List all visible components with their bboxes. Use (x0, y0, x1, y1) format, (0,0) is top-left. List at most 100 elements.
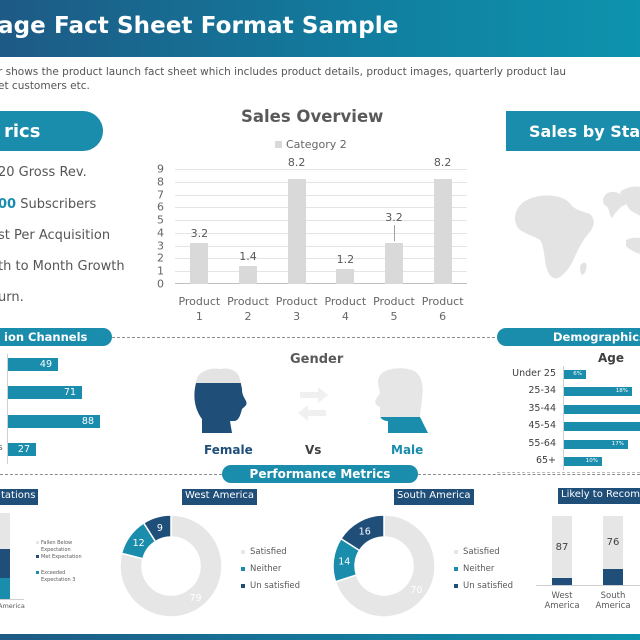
legend-neither: Neither (241, 561, 300, 578)
donut-value-label: 9 (157, 523, 163, 534)
male-head-icon (375, 368, 429, 433)
channel-bar: 71 (8, 386, 82, 399)
recommend-bar-fill (552, 578, 572, 585)
x-tick-label: Product 5 (373, 295, 415, 323)
female-label: Female (204, 443, 253, 457)
stack-baseline (0, 599, 24, 600)
stack-met (0, 549, 10, 578)
legend-swatch-icon (36, 571, 39, 574)
label-line: America (595, 601, 631, 611)
y-tick-label: 3 (157, 239, 164, 253)
gridline (175, 232, 467, 234)
legend-swatch-icon (36, 555, 39, 558)
legend-satisfied: Satisfied (241, 544, 300, 561)
y-tick-label: 1 (157, 264, 164, 278)
age-bar: 23 (564, 422, 640, 432)
south-america-legend: Satisfied Neither Un satisfied (454, 544, 513, 595)
divider-line (0, 474, 222, 475)
divider-line (497, 472, 640, 473)
y-tick-label: 2 (157, 251, 164, 265)
legend-label: Satisfied (250, 547, 287, 557)
channels-axis (7, 354, 8, 464)
donut-value-label: 16 (359, 526, 371, 537)
metric-cost-per-acquisition: st Per Acquisition (0, 228, 110, 243)
legend-unsatisfied: Un satisfied (241, 578, 300, 595)
legend-swatch-icon (454, 583, 458, 588)
legend-label: Met Expectation (41, 554, 82, 560)
x-tick-label: Product 2 (227, 295, 269, 323)
legend-swatch-icon (36, 541, 39, 544)
recommend-label-west: West America (540, 591, 584, 611)
donut-value-label: 14 (338, 556, 350, 567)
bar-value-label: 3.2 (190, 227, 209, 241)
legend-met: Met Expectation (36, 554, 82, 561)
legend-swatch-icon (241, 549, 245, 554)
bar-value-label: 8.2 (287, 156, 306, 169)
expectations-tag: tations (0, 489, 39, 505)
legend-swatch-icon (241, 566, 245, 571)
legend-label: Neither (250, 564, 282, 574)
donut-value-label: 79 (189, 593, 201, 604)
south-america-donut: 70 14 16 (332, 514, 436, 618)
sales-overview-title: Sales Overview (241, 107, 384, 126)
footer-bar (0, 634, 640, 640)
west-america-donut: 79 12 9 (119, 514, 223, 618)
y-tick-label: 6 (157, 200, 164, 214)
gridline (175, 271, 467, 273)
bar-value-label: 1.2 (336, 252, 355, 266)
age-label: 35-44 (528, 402, 556, 414)
sales-bar (239, 266, 257, 284)
y-tick-label: 5 (157, 213, 164, 227)
legend-label: Fallen Below (41, 540, 73, 546)
label-line: West (551, 591, 573, 601)
y-tick-label: 8 (157, 175, 164, 189)
donut-value-label: 70 (410, 585, 422, 596)
age-bar: 18% (564, 387, 632, 397)
y-tick-label: 9 (157, 162, 164, 176)
legend-swatch-icon (275, 141, 282, 148)
label-line: South (600, 591, 626, 601)
sales-bar (336, 268, 355, 284)
age-bar: 10% (564, 457, 602, 466)
bar-value-label: 3.2 (385, 211, 403, 225)
recommend-bar-west (552, 516, 572, 585)
sales-bar (287, 179, 306, 284)
y-tick-label: 0 (157, 277, 164, 291)
x-tick-label: Product 4 (324, 295, 367, 323)
demographics-pill: Demographics (497, 328, 640, 346)
bar-value-label: 8.2 (433, 156, 452, 169)
gridline (175, 258, 467, 260)
gridline (175, 207, 467, 209)
legend-satisfied: Satisfied (454, 544, 513, 561)
age-label: 25-34 (528, 385, 556, 397)
donut-slice (142, 514, 172, 543)
description-line-2: et customers etc. (0, 80, 90, 92)
age-axis (563, 366, 564, 470)
legend-swatch-icon (241, 583, 245, 588)
legend-label: Expectation 3 (41, 577, 76, 583)
chart-legend: Category 2 (275, 138, 347, 151)
donut-value-label: 12 (133, 538, 145, 549)
page-title: age Fact Sheet Format Sample (0, 13, 399, 39)
recommend-baseline (536, 585, 640, 586)
acquisition-channels-pill: ion Channels (0, 328, 112, 346)
donut-slice (339, 514, 385, 552)
age-label: 55-64 (528, 437, 556, 449)
stack-fallen-below (0, 513, 10, 549)
recommend-value-west: 87 (555, 542, 569, 553)
female-head-icon (194, 368, 247, 433)
legend-label: Un satisfied (250, 581, 301, 591)
metric-label: st Per Acquisition (0, 228, 111, 243)
gender-title: Gender (290, 352, 344, 367)
south-america-tag: South America (394, 489, 474, 505)
donut-slice (119, 514, 223, 618)
west-america-legend: Satisfied Neither Un satisfied (241, 544, 300, 595)
bar-value-label: 1.4 (239, 250, 257, 264)
channel-bar: 27 (8, 443, 36, 456)
sales-bar (433, 179, 452, 284)
legend-fallen-below: Fallen Below Expectation (36, 540, 72, 554)
divider-line (112, 337, 500, 338)
metric-gross-revenue: 20 Gross Rev. (0, 165, 87, 180)
